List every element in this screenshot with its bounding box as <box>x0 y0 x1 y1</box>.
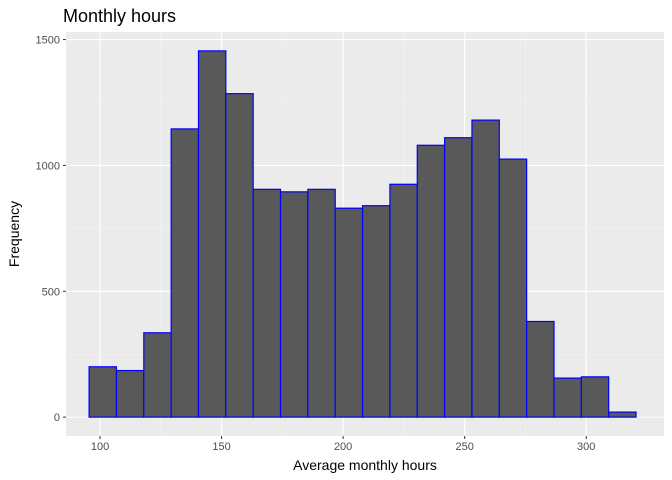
histogram-bar <box>608 411 637 418</box>
histogram-bar <box>416 144 446 418</box>
histogram-bars <box>88 50 637 418</box>
chart-title: Monthly hours <box>63 6 176 26</box>
x-axis-title: Average monthly hours <box>293 457 437 473</box>
histogram-bar <box>252 188 282 418</box>
histogram-bar <box>389 183 418 418</box>
histogram-bar <box>526 320 555 418</box>
y-tick-label: 0 <box>54 412 60 424</box>
histogram-bar <box>553 377 582 418</box>
y-axis-title: Frequency <box>6 201 22 267</box>
y-tick-label: 1000 <box>36 160 60 172</box>
y-tick-label: 1500 <box>36 35 60 47</box>
histogram-bar <box>361 205 391 418</box>
histogram-bar <box>170 128 200 418</box>
histogram-bar <box>444 137 473 418</box>
x-tick-label: 150 <box>212 441 230 453</box>
histogram-bar <box>88 366 118 418</box>
x-tick-label: 250 <box>455 441 473 453</box>
histogram-bar <box>143 332 172 418</box>
histogram-bar <box>115 369 145 418</box>
histogram-bar <box>498 158 528 418</box>
histogram-bar <box>334 207 364 418</box>
x-tick-label: 100 <box>91 441 109 453</box>
x-tick-label: 200 <box>334 441 352 453</box>
histogram-bar <box>471 119 500 418</box>
histogram-bar <box>580 376 610 418</box>
x-tick-label: 300 <box>577 441 595 453</box>
x-axis-ticks: 100 150 200 250 300 <box>91 436 595 453</box>
histogram-bar <box>307 188 336 418</box>
histogram-bar <box>279 191 309 418</box>
y-axis-ticks: 0 500 1000 1500 <box>36 35 66 424</box>
histogram-bar <box>197 50 227 418</box>
y-tick-label: 500 <box>42 286 60 298</box>
histogram-bar <box>225 93 254 418</box>
